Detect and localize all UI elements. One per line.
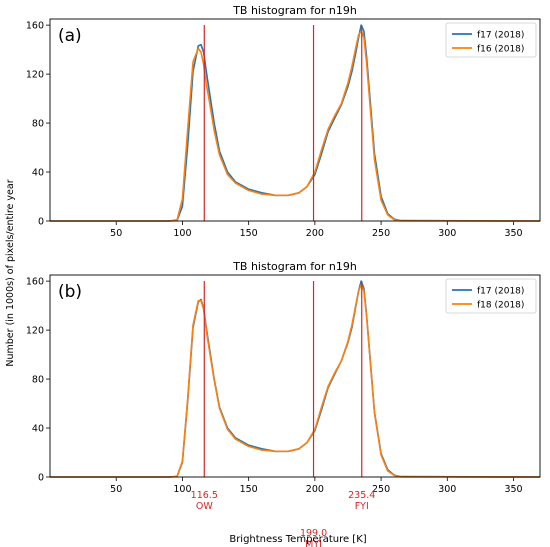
x-tick-label: 50 — [110, 484, 122, 495]
plot-frame — [49, 18, 541, 222]
x-axis-label: Brightness Temperature [K] — [229, 534, 366, 545]
legend-entry: f16 (2018) — [477, 45, 524, 55]
threshold-value-label: 116.5 — [191, 490, 218, 501]
series-line-f18 — [50, 284, 541, 478]
legend-entry: f18 (2018) — [477, 301, 524, 311]
y-tick-label: 80 — [32, 375, 44, 386]
x-tick-label: 300 — [438, 484, 456, 495]
x-tick-label: 100 — [173, 484, 191, 495]
x-tick-label: 250 — [372, 484, 390, 495]
x-tick-label: 350 — [504, 228, 522, 239]
legend-entry: f17 (2018) — [477, 31, 524, 41]
chart-title: TB histogram for n19h — [232, 4, 357, 17]
x-tick-label: 200 — [306, 228, 324, 239]
plot-frame — [49, 274, 541, 478]
threshold-value-label: 235.4 — [348, 490, 375, 501]
series-line-f16 — [50, 30, 541, 222]
x-tick-label: 150 — [240, 228, 258, 239]
threshold-name-label: MYI — [305, 539, 322, 547]
panel-label: (b) — [58, 282, 82, 302]
y-tick-label: 160 — [26, 21, 44, 32]
panel-a: TB histogram for n19h 50 100 150 200 250 300 35… — [26, 4, 541, 239]
y-tick-label: 120 — [26, 70, 44, 81]
panel-label: (a) — [58, 26, 82, 46]
x-tick-label: 150 — [240, 484, 258, 495]
legend-entry: f17 (2018) — [477, 287, 524, 297]
y-tick-label: 120 — [26, 326, 44, 337]
x-tick-label: 250 — [372, 228, 390, 239]
threshold-value-label: 199.0 — [300, 528, 327, 539]
y-tick-label: 160 — [26, 277, 44, 288]
x-tick-label: 300 — [438, 228, 456, 239]
x-tick-label: 50 — [110, 228, 122, 239]
y-tick-label: 40 — [32, 168, 44, 179]
y-tick-label: 40 — [32, 424, 44, 435]
y-tick-label: 0 — [38, 473, 44, 484]
y-tick-label: 0 — [38, 217, 44, 228]
y-tick-label: 80 — [32, 119, 44, 130]
x-tick-label: 350 — [504, 484, 522, 495]
y-axis-label: Number (in 1000s) of pixels/entire year — [5, 179, 16, 366]
chart-title: TB histogram for n19h — [232, 260, 357, 273]
threshold-name-label: FYI — [355, 501, 369, 512]
x-tick-label: 200 — [306, 484, 324, 495]
panel-b: TB histogram for n19h 50 100 150 200 250 300 35… — [26, 260, 541, 547]
x-tick-label: 100 — [173, 228, 191, 239]
threshold-name-label: OW — [196, 501, 213, 512]
